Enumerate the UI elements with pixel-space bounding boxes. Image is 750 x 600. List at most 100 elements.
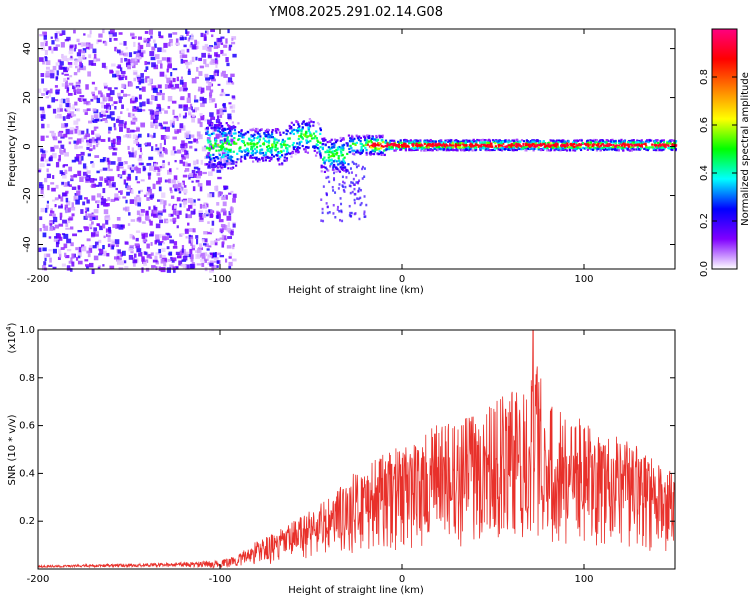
spectrogram-cell	[626, 140, 630, 144]
spectrogram-cell	[220, 156, 223, 159]
spectrogram-cell	[46, 90, 50, 94]
spectrogram-cell	[369, 139, 373, 142]
spectrogram-cell	[153, 118, 158, 123]
spectrogram-cell	[167, 84, 173, 89]
spectrogram-cell	[560, 145, 563, 148]
spectrogram-cell	[66, 248, 72, 252]
spectrogram-cell	[77, 251, 83, 257]
spectrogram-cell	[541, 148, 544, 151]
spectrogram-cell	[51, 48, 54, 54]
spectrogram-cell	[135, 176, 138, 181]
spectrogram-cell	[462, 140, 465, 143]
spectrogram-cell	[127, 64, 132, 70]
spectrogram-cell	[542, 140, 545, 143]
spectrogram-cell	[189, 103, 193, 109]
spectrogram-cell	[207, 193, 212, 198]
spectrogram-cell	[342, 188, 345, 192]
spectrogram-cell	[111, 246, 115, 250]
spectrogram-cell	[351, 152, 355, 155]
spectrogram-cell	[227, 167, 230, 170]
spectrogram-cell	[169, 218, 173, 222]
spectrogram-cell	[331, 150, 334, 153]
spectrogram-cell	[365, 151, 368, 154]
spectrogram-cell	[91, 81, 95, 85]
spectrogram-cell	[149, 110, 154, 115]
spectrogram-cell	[221, 144, 224, 147]
spectrogram-cell	[527, 145, 530, 149]
spectrogram-cell	[167, 135, 170, 139]
spectrogram-cell	[309, 134, 313, 138]
spectrogram-cell	[509, 140, 512, 143]
spectrogram-cell	[70, 242, 74, 247]
spectrogram-cell	[176, 76, 179, 82]
spectrogram-cell	[52, 213, 56, 218]
spectrogram-cell	[373, 149, 376, 152]
spectrogram-cell	[267, 133, 270, 136]
spectrogram-cell	[463, 144, 466, 147]
spectrogram-cell	[86, 238, 91, 242]
spectrogram-cell	[64, 152, 69, 157]
spectrogram-cell	[75, 199, 80, 205]
spectrogram-cell	[64, 108, 67, 112]
spectrogram-cell	[182, 174, 188, 178]
spectrogram-cell	[586, 143, 589, 146]
spectrogram-cell	[323, 162, 326, 165]
spectrogram-cell	[638, 144, 642, 147]
spectrogram-cell	[630, 143, 633, 146]
spectrogram-cell	[86, 128, 89, 134]
spectrogram-cell	[445, 149, 448, 152]
spectrogram-cell	[157, 84, 162, 89]
spectrogram-cell	[608, 146, 611, 149]
spectrogram-cell	[115, 70, 120, 76]
spectrogram-cell	[307, 126, 310, 129]
spectrogram-cell	[243, 144, 247, 147]
spectrogram-cell	[298, 143, 301, 146]
spectrogram-cell	[148, 29, 153, 35]
spectrogram-cell	[189, 254, 194, 260]
spectrogram-cell	[137, 143, 142, 148]
spectrogram-cell	[97, 266, 100, 270]
spectrogram-cell	[363, 195, 366, 198]
spectrogram-cell	[207, 82, 212, 87]
spectrogram-cell	[347, 169, 350, 172]
spectrogram-cell	[185, 29, 188, 34]
spectrogram-cell	[266, 131, 270, 134]
spectrogram-cell	[291, 129, 294, 132]
spectrogram-cell	[172, 245, 178, 249]
spectrogram-cell	[610, 147, 613, 150]
spectrogram-cell	[365, 141, 368, 144]
spectrogram-cell	[246, 148, 249, 152]
spectrogram-cell	[214, 145, 217, 148]
spectrogram-cell	[513, 138, 516, 142]
spectrogram-cell	[95, 133, 100, 138]
spectrogram-cell	[168, 203, 171, 207]
spectrogram-cell	[166, 77, 171, 84]
spectrogram-cell	[494, 145, 497, 148]
spectrogram-cell	[163, 121, 168, 125]
spectrogram-cell	[570, 142, 573, 146]
spectrogram-cell	[207, 261, 211, 265]
spectrogram-cell	[208, 156, 211, 159]
spectrogram-cell	[155, 147, 160, 151]
x-tick-label: 0	[399, 274, 405, 285]
spectrogram-cell	[86, 146, 90, 150]
spectrogram-cell	[424, 145, 427, 149]
spectrogram-cell	[259, 135, 262, 138]
spectrogram-cell	[215, 156, 218, 159]
spectrogram-cell	[113, 147, 116, 151]
spectrogram-cell	[286, 152, 289, 156]
spectrogram-cell	[221, 208, 226, 212]
spectrogram-cell	[39, 216, 43, 221]
spectrogram-cell	[256, 141, 259, 145]
spectrogram-cell	[616, 144, 619, 147]
spectrogram-cell	[189, 235, 193, 238]
spectrogram-cell	[337, 148, 340, 151]
spectrogram-cell	[474, 143, 477, 146]
spectrogram-cell	[39, 106, 45, 111]
spectrogram-cell	[225, 194, 228, 200]
spectrogram-cell	[130, 169, 135, 173]
spectrogram-cell	[145, 66, 149, 70]
spectrogram-cell	[185, 236, 188, 239]
spectrogram-cell	[575, 147, 578, 151]
spectrogram-cell	[307, 146, 310, 149]
